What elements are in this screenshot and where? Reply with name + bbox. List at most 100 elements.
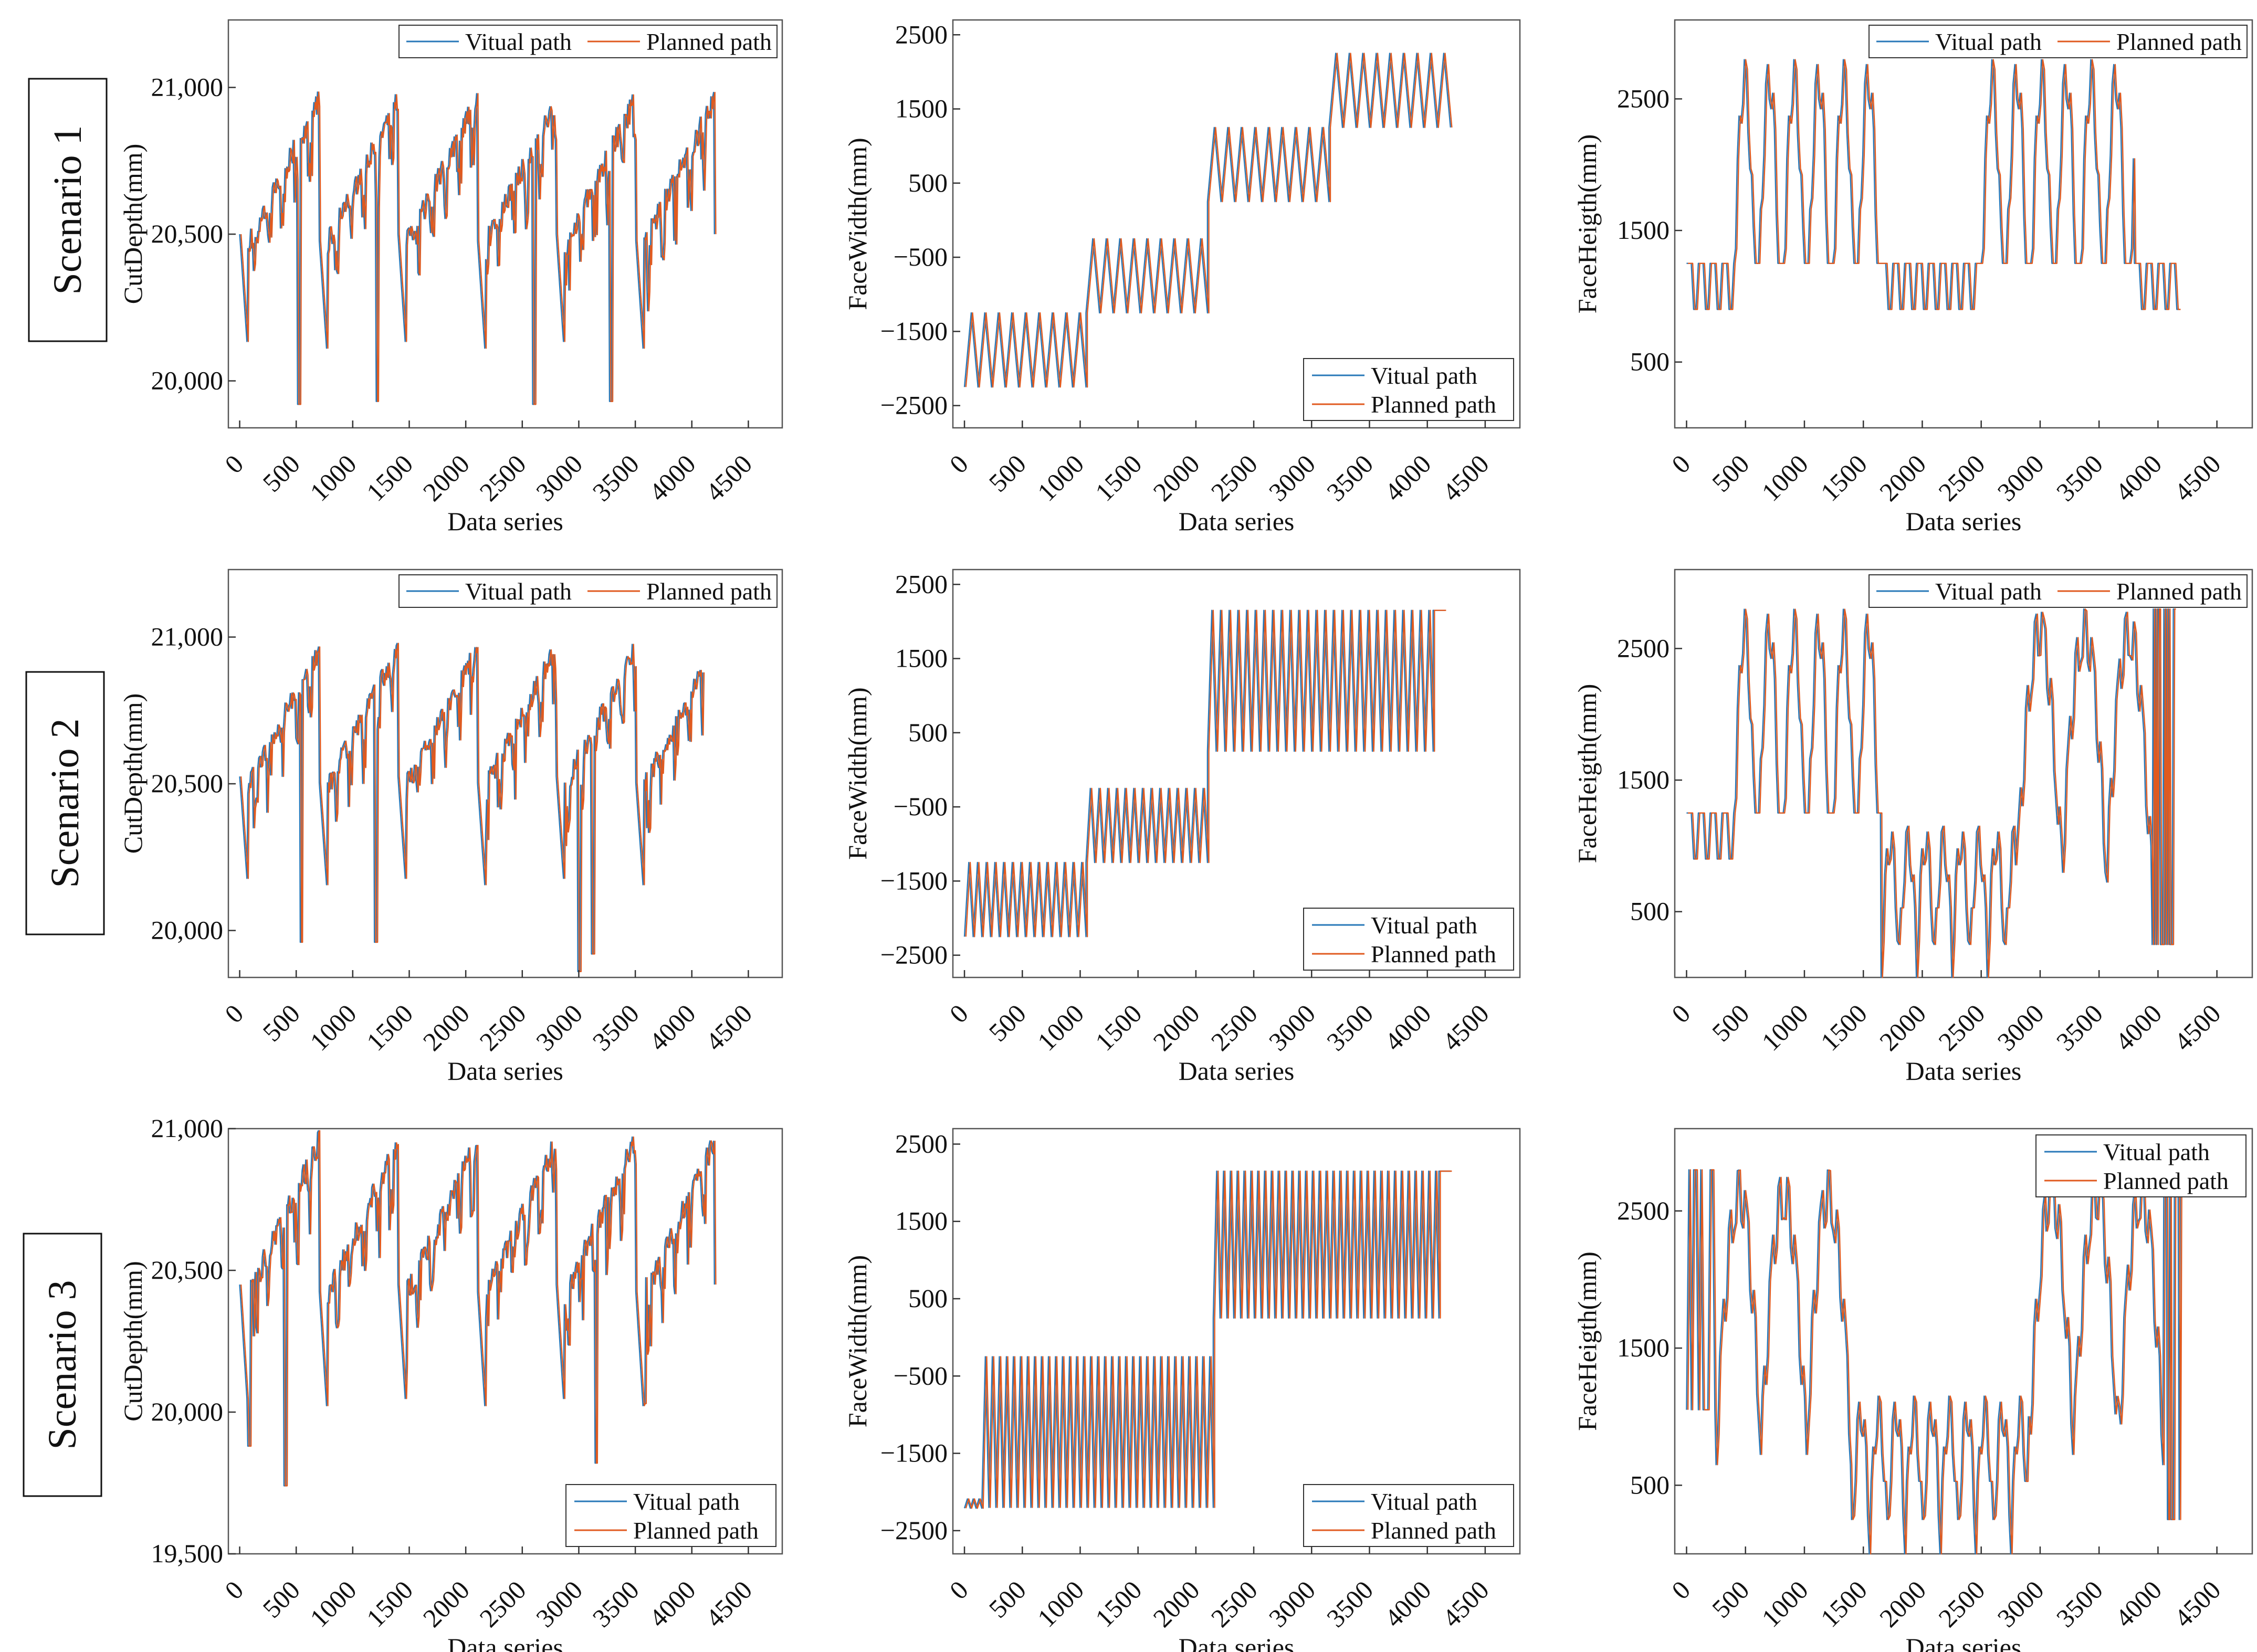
x-tick-label: 3000 xyxy=(530,998,588,1056)
x-tick-label: 4000 xyxy=(1379,998,1436,1056)
x-tick-label: 500 xyxy=(257,449,306,498)
y-axis-label: CutDepth(mm) xyxy=(118,693,148,854)
x-tick-label: 1000 xyxy=(1756,1575,1813,1633)
legend-label: Planned path xyxy=(1371,1517,1496,1544)
x-tick-label: 3500 xyxy=(587,998,645,1056)
series-line-planned-path xyxy=(965,52,1453,388)
x-tick-label: 2500 xyxy=(474,1575,531,1633)
y-tick-label: −1500 xyxy=(880,316,948,345)
x-tick-label: 4500 xyxy=(2168,1575,2226,1633)
y-tick-label: 21,000 xyxy=(151,72,224,102)
x-tick-label: 1000 xyxy=(1032,1575,1089,1633)
x-tick-label: 1000 xyxy=(1032,449,1089,507)
x-tick-label: 3000 xyxy=(1991,998,2049,1056)
scenario-label-box xyxy=(28,78,108,342)
y-tick-label: 20,000 xyxy=(151,916,224,945)
scenario-label-box xyxy=(25,671,105,935)
x-tick-label: 1000 xyxy=(304,449,362,507)
series-line-planned-path xyxy=(965,609,1446,938)
x-axis-label: Data series xyxy=(447,1056,563,1086)
y-tick-label: 1500 xyxy=(895,1206,948,1236)
x-axis-label: Data series xyxy=(1179,1633,1295,1652)
x-tick-label: 4000 xyxy=(643,1575,701,1633)
x-axis-label: Data series xyxy=(447,507,563,536)
scenario-label-box xyxy=(23,1233,102,1497)
series-line-planned-path xyxy=(1688,59,2181,310)
x-tick-label: 4000 xyxy=(1379,1575,1436,1633)
x-tick-label: 500 xyxy=(983,998,1032,1047)
legend-box xyxy=(565,1484,776,1547)
x-tick-label: 4500 xyxy=(700,449,758,507)
x-tick-label: 1000 xyxy=(304,1575,362,1633)
y-tick-label: −2500 xyxy=(880,391,948,420)
y-tick-label: 500 xyxy=(908,1283,948,1313)
y-tick-label: 1500 xyxy=(1617,215,1670,245)
series-line-virtual-path xyxy=(963,1170,1451,1509)
x-tick-label: 1000 xyxy=(304,998,362,1056)
x-tick-label: 4000 xyxy=(1379,449,1436,507)
series-line-planned-path xyxy=(240,1130,717,1487)
y-tick-label: 20,500 xyxy=(151,769,224,798)
legend-label: Planned path xyxy=(1371,941,1496,967)
legend-label: Planned path xyxy=(646,28,772,55)
x-tick-label: 3500 xyxy=(1321,998,1379,1056)
x-tick-label: 4000 xyxy=(2109,1575,2167,1633)
x-tick-label: 2000 xyxy=(1147,998,1205,1056)
y-tick-label: 19,500 xyxy=(151,1539,224,1568)
y-tick-label: −500 xyxy=(894,242,948,271)
series-line-planned-path xyxy=(1687,1169,2182,1555)
x-tick-label: 1500 xyxy=(361,998,418,1056)
series-line-planned-path xyxy=(240,91,717,405)
legend-label: Planned path xyxy=(2116,578,2242,605)
legend-label: Vitual path xyxy=(1371,362,1477,389)
x-tick-label: 1500 xyxy=(361,1575,418,1633)
x-tick-label: 2500 xyxy=(474,449,531,507)
y-tick-label: 500 xyxy=(908,168,948,197)
x-axis-label: Data series xyxy=(1906,1056,2022,1086)
plot-area xyxy=(227,19,783,429)
y-tick-label: 500 xyxy=(908,718,948,747)
x-tick-label: 0 xyxy=(944,998,974,1028)
y-tick-label: 500 xyxy=(1630,897,1670,926)
x-tick-label: 3500 xyxy=(2051,449,2108,507)
y-axis-label: FaceHeigth(mm) xyxy=(1572,684,1602,864)
x-tick-label: 4000 xyxy=(2109,998,2167,1056)
legend-label: Vitual path xyxy=(465,28,572,55)
y-tick-label: 1500 xyxy=(895,644,948,673)
x-tick-label: 2000 xyxy=(417,998,475,1056)
scenario-label-text: Scenario 3 xyxy=(40,1280,85,1450)
x-tick-label: 2000 xyxy=(1874,449,1931,507)
y-tick-label: −1500 xyxy=(880,866,948,895)
x-tick-label: 2500 xyxy=(1205,998,1263,1056)
x-tick-label: 4500 xyxy=(700,1575,758,1633)
x-tick-label: 2000 xyxy=(1147,1575,1205,1633)
scenario-label-1: Scenario 1 xyxy=(28,78,108,342)
x-tick-label: 4500 xyxy=(1436,998,1494,1056)
legend-box xyxy=(1303,358,1514,421)
x-tick-label: 0 xyxy=(1666,449,1696,479)
legend: Vitual path Planned path xyxy=(398,25,778,58)
y-tick-label: 1500 xyxy=(1617,1333,1670,1362)
x-tick-label: 1500 xyxy=(1089,998,1147,1056)
y-tick-label: −2500 xyxy=(880,940,948,970)
legend-label: Vitual path xyxy=(633,1488,740,1515)
x-tick-label: 4000 xyxy=(2109,449,2167,507)
x-tick-label: 500 xyxy=(983,449,1032,498)
legend-box xyxy=(1303,908,1514,971)
series-line-virtual-path xyxy=(963,609,1445,938)
chart-s1-width: 0 500 1000 1500 2000 2500 3000 3500 4000 4500−250… xyxy=(843,19,1521,536)
y-axis-label: FaceWidth(mm) xyxy=(843,687,872,859)
x-tick-label: 2500 xyxy=(1205,449,1263,507)
y-tick-label: 2500 xyxy=(1617,83,1670,113)
series-line-virtual-path xyxy=(239,1130,715,1487)
chart-s2-width: 0 500 1000 1500 2000 2500 3000 3500 4000 4500−250… xyxy=(843,569,1521,1086)
x-tick-label: 1000 xyxy=(1756,449,1813,507)
x-tick-label: 3000 xyxy=(1991,449,2049,507)
x-tick-label: 3000 xyxy=(1991,1575,2049,1633)
y-tick-label: 500 xyxy=(1630,347,1670,376)
y-tick-label: 20,000 xyxy=(151,1397,224,1426)
x-axis-label: Data series xyxy=(1906,1633,2022,1652)
y-axis-label: CutDepth(mm) xyxy=(118,1261,148,1422)
